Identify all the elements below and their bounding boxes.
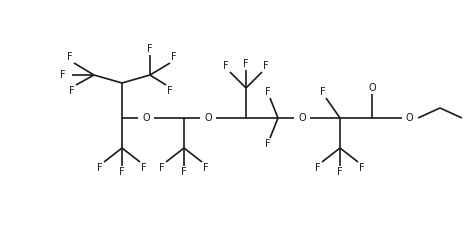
Text: F: F [263, 61, 269, 71]
Text: F: F [119, 167, 125, 177]
Text: O: O [142, 113, 150, 123]
Text: O: O [204, 113, 212, 123]
Text: F: F [181, 167, 187, 177]
Text: F: F [141, 163, 147, 173]
Text: F: F [167, 86, 173, 96]
Text: F: F [147, 44, 153, 54]
Text: F: F [320, 87, 326, 97]
Text: F: F [265, 139, 271, 149]
Text: O: O [405, 113, 413, 123]
Text: O: O [298, 113, 306, 123]
Text: F: F [159, 163, 165, 173]
Text: F: F [203, 163, 209, 173]
Text: O: O [368, 83, 376, 93]
Text: F: F [223, 61, 229, 71]
Text: F: F [337, 167, 343, 177]
Text: F: F [359, 163, 365, 173]
Text: F: F [265, 87, 271, 97]
Text: F: F [243, 59, 249, 69]
Text: F: F [60, 70, 66, 80]
Text: F: F [97, 163, 103, 173]
Text: F: F [69, 86, 75, 96]
Text: F: F [315, 163, 321, 173]
Text: F: F [67, 52, 73, 62]
Text: F: F [171, 52, 177, 62]
